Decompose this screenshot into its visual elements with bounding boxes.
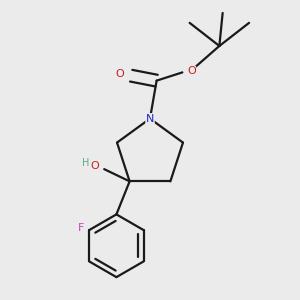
Text: F: F <box>78 224 84 233</box>
Text: H: H <box>82 158 89 167</box>
Text: O: O <box>187 66 196 76</box>
Text: N: N <box>146 114 154 124</box>
Text: O: O <box>90 161 99 172</box>
Text: O: O <box>115 69 124 79</box>
